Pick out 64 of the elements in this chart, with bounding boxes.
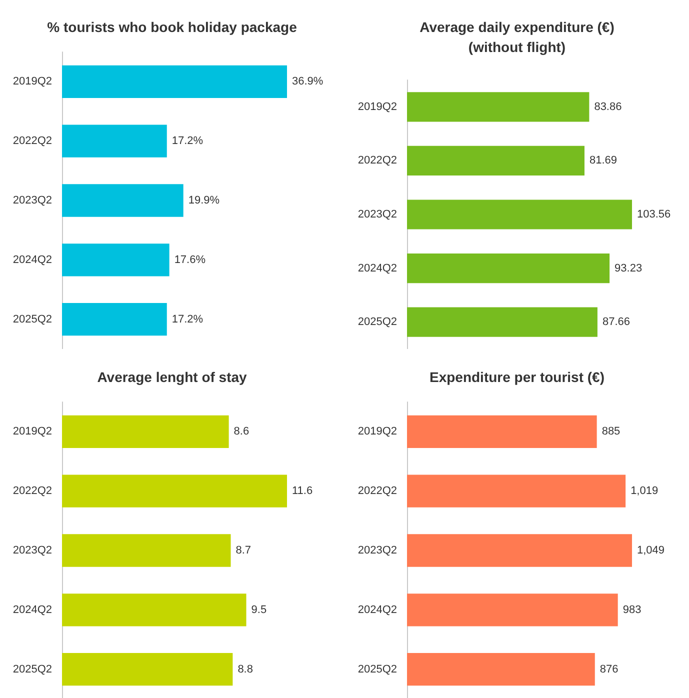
data-label: 93.23 [614,262,642,274]
bar [62,474,287,508]
y-tick-label: 2022Q2 [358,485,397,498]
data-label: 11.6 [292,485,313,498]
bar [62,534,231,567]
bar [62,65,287,98]
y-tick-label: 2019Q2 [12,426,52,438]
data-label: 8.6 [234,426,250,438]
y-tick-label: 2025Q2 [358,663,397,676]
bar [407,474,626,508]
y-tick-label: 2019Q2 [12,76,52,88]
data-label: 81.69 [589,154,618,167]
y-tick-label: 2022Q2 [12,485,52,498]
bar [62,184,184,217]
y-tick-label: 2025Q2 [12,313,52,326]
bar [407,92,590,122]
data-label: 8.7 [236,544,252,556]
data-label: 983 [622,604,642,616]
bar [407,652,595,686]
data-label: 8.8 [238,663,253,676]
data-label: 19.9% [188,194,220,206]
bar [407,146,584,176]
data-label: 17.6% [174,254,206,266]
data-label: 876 [600,663,618,676]
data-label: 87.66 [602,316,630,328]
data-label: 885 [602,426,620,438]
y-tick-label: 2022Q2 [12,135,52,148]
y-tick-label: 2025Q2 [358,316,397,328]
y-tick-label: 2023Q2 [12,194,52,206]
y-tick-label: 2024Q2 [358,604,397,616]
chart-title: Average daily expenditure (€) (without flight) [420,19,614,55]
y-tick-label: 2023Q2 [358,544,397,556]
bar [62,652,233,686]
y-tick-label: 2024Q2 [358,262,397,274]
data-label: 103.56 [637,208,671,220]
bar [407,307,598,337]
data-label: 1,049 [637,544,665,556]
y-tick-label: 2025Q2 [12,663,52,676]
data-label: 83.86 [594,100,622,113]
data-label: 17.2% [172,313,204,326]
data-label: 17.2% [172,135,204,148]
bar [407,254,610,284]
y-tick-label: 2019Q2 [358,426,397,438]
data-label: 36.9% [292,76,324,88]
y-tick-label: 2019Q2 [358,100,397,113]
data-label: 9.5 [251,604,267,616]
bar [407,534,632,567]
bar [62,244,170,276]
bar [62,415,229,448]
bar [407,594,618,626]
bar [62,594,246,626]
bar [407,415,597,448]
y-tick-label: 2024Q2 [12,254,52,266]
y-tick-label: 2023Q2 [12,544,52,556]
bar [62,124,167,158]
chart-title: Average lenght of stay [97,369,248,385]
y-tick-label: 2022Q2 [358,154,397,167]
chart-title: % tourists who book holiday package [47,19,298,35]
y-tick-label: 2023Q2 [358,208,397,220]
chart-title: Expenditure per tourist (€) [429,369,605,385]
data-label: 1,019 [630,485,658,498]
y-tick-label: 2024Q2 [12,604,52,616]
bar [62,302,167,336]
bar [407,200,632,230]
